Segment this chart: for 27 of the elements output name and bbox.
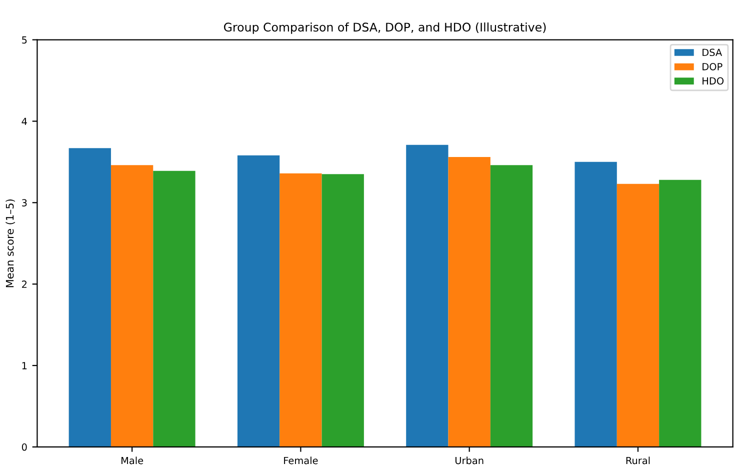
- x-tick-label: Female: [284, 456, 318, 464]
- bar: [490, 165, 533, 447]
- bar: [237, 155, 280, 447]
- legend-label: DOP: [702, 62, 722, 70]
- legend-label: DSA: [702, 48, 722, 56]
- bar: [110, 165, 154, 447]
- x-tick-label: Urban: [455, 456, 484, 464]
- bar: [153, 170, 196, 447]
- chart-title: Group Comparison of DSA, DOP, and HDO (Illustrative): [224, 22, 546, 34]
- y-tick-label: 3: [22, 199, 27, 206]
- x-tick-label: Rural: [626, 456, 650, 464]
- x-tick-label: Male: [122, 456, 144, 464]
- bar: [659, 180, 702, 447]
- y-tick-label: 2: [22, 280, 27, 288]
- bar: [448, 157, 490, 447]
- legend-label: HDO: [702, 77, 724, 85]
- y-tick-label: 1: [22, 362, 27, 370]
- bar: [574, 162, 617, 447]
- bar: [322, 174, 364, 447]
- bar: [68, 148, 111, 447]
- y-tick-label: 5: [22, 36, 27, 44]
- bar: [406, 144, 448, 447]
- y-tick-label: 4: [22, 118, 27, 125]
- bar: [616, 184, 660, 447]
- bar: [280, 173, 322, 447]
- y-tick-label: 0: [22, 443, 27, 451]
- y-axis-title: Mean score (1–5): [6, 199, 15, 288]
